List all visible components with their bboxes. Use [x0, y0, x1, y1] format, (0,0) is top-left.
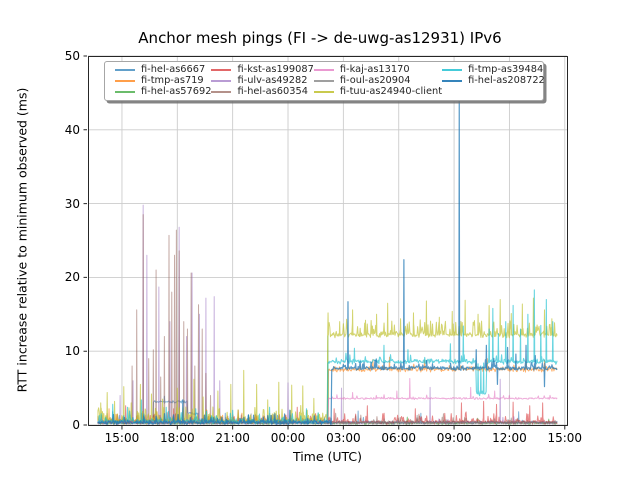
legend-line-swatch	[313, 79, 334, 82]
legend-label: fi-hel-as57692	[141, 85, 212, 97]
x-tick-label: 15:00	[547, 431, 583, 445]
x-tick-label: 21:00	[215, 431, 250, 445]
legend-line-swatch	[115, 69, 135, 72]
legend-label: fi-hel-as208722	[468, 75, 545, 87]
legend-item: fi-hel-as208722	[442, 76, 545, 87]
y-axis-label: RTT increase relative to minimum observe…	[14, 87, 30, 393]
legend-line-swatch	[442, 69, 463, 72]
legend-label: fi-kst-as199087	[237, 64, 314, 76]
legend-item: fi-tmp-as719	[115, 76, 211, 87]
x-axis-label: Time (UTC)	[292, 449, 363, 464]
legend-line-swatch	[211, 90, 232, 93]
legend-label: fi-tmp-as39484	[468, 64, 544, 76]
legend-line-swatch	[115, 90, 135, 93]
legend-label: fi-hel-as60354	[237, 85, 308, 97]
x-tick-label: 09:00	[436, 431, 472, 445]
legend-item: fi-oul-as20904	[313, 75, 442, 87]
legend-item: fi-kaj-as13170	[313, 64, 442, 76]
legend-line-swatch	[211, 79, 232, 82]
y-tick-label: 0	[72, 418, 80, 432]
legend-item: fi-kst-as199087	[211, 64, 314, 76]
y-tick-label: 30	[64, 196, 80, 211]
legend-item: fi-tmp-as39484	[442, 65, 545, 76]
legend-item: fi-hel-as60354	[211, 86, 313, 97]
legend-item: fi-hel-as6667	[115, 65, 211, 76]
legend-item: fi-hel-as57692	[115, 86, 211, 97]
legend-line-swatch	[211, 69, 232, 72]
legend-label: fi-tmp-as719	[141, 75, 204, 87]
legend-label: fi-tuu-as24940-client	[339, 85, 443, 97]
y-tick-label: 20	[64, 270, 80, 285]
x-tick-label: 18:00	[160, 431, 195, 445]
x-tick-label: 15:00	[104, 431, 140, 445]
x-tick-label: 06:00	[381, 431, 417, 445]
legend-label: fi-kaj-as13170	[339, 64, 410, 76]
legend-line-swatch	[313, 90, 334, 93]
legend-label: fi-oul-as20904	[339, 75, 411, 87]
legend-line-swatch	[115, 79, 135, 82]
legend-line-swatch	[442, 79, 463, 82]
legend-label: fi-ulv-as49282	[237, 75, 308, 87]
x-tick-label: 12:00	[492, 431, 527, 445]
legend-item: fi-ulv-as49282	[211, 76, 313, 87]
chart-title: Anchor mesh pings (FI -> de-uwg-as12931)…	[138, 29, 502, 47]
x-tick-label: 00:00	[270, 431, 306, 445]
y-tick-label: 10	[64, 344, 80, 359]
legend-label: fi-hel-as6667	[141, 64, 206, 76]
legend-item: fi-tuu-as24940-client	[313, 85, 443, 97]
legend-box: fi-hel-as6667 fi-tmp-as719 fi-hel-as57692 f…	[104, 61, 545, 101]
legend-line-swatch	[313, 69, 334, 72]
x-tick-label: 03:00	[326, 431, 361, 445]
y-tick-label: 40	[64, 122, 80, 137]
y-tick-label: 50	[64, 49, 80, 63]
